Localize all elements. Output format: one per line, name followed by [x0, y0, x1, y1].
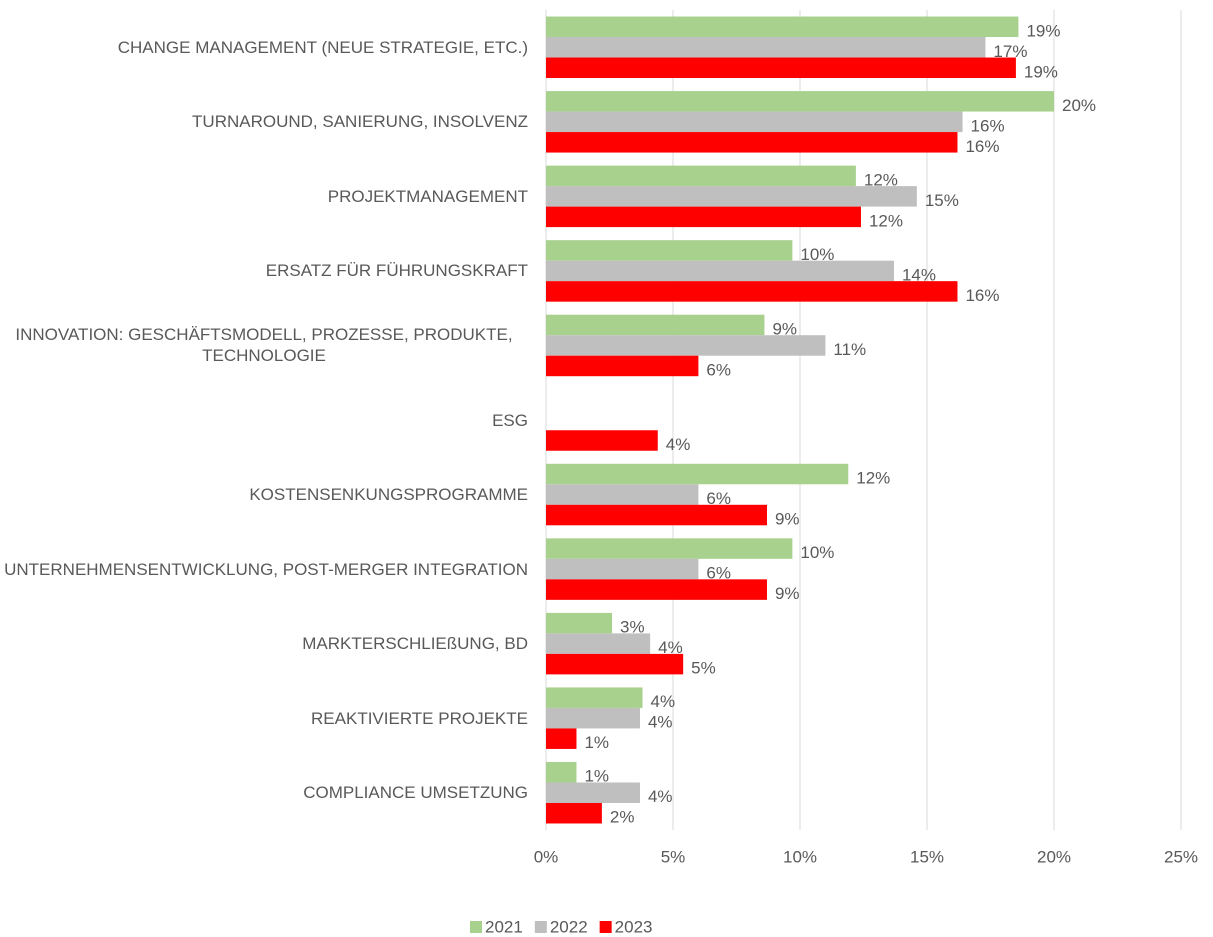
data-label: 12% — [864, 170, 898, 189]
category-text: UNTERNEHMENSENTWICKLUNG, POST-MERGER INT… — [4, 559, 528, 579]
bar — [546, 728, 577, 749]
category-text: INNOVATION: GESCHÄFTSMODELL, PROZESSE, P… — [15, 325, 513, 366]
bar — [546, 37, 986, 58]
bar — [546, 463, 849, 485]
bar — [546, 57, 1016, 79]
bar — [546, 111, 963, 133]
bar — [546, 281, 958, 302]
data-label: 17% — [993, 42, 1027, 61]
bar — [546, 687, 643, 708]
category-text: PROJEKTMANAGEMENT — [327, 186, 528, 206]
bar — [546, 335, 826, 356]
legend-swatch — [534, 921, 547, 933]
data-label: 9% — [775, 510, 800, 529]
legend-label: 2021 — [485, 917, 523, 936]
category-label: KOSTENSENKUNGSPROGRAMME — [0, 484, 528, 505]
bar — [546, 186, 917, 207]
bar — [546, 91, 1054, 112]
category-text: ERSATZ FÜR FÜHRUNGSKRAFT — [265, 261, 528, 281]
data-label: 12% — [856, 469, 890, 488]
data-label: 6% — [706, 489, 731, 508]
bar — [546, 782, 640, 803]
data-label: 4% — [651, 692, 676, 711]
category-text: CHANGE MANAGEMENT (NEUE STRATEGIE, ETC.) — [117, 37, 528, 57]
data-label: 1% — [584, 733, 609, 752]
data-label: 14% — [902, 265, 936, 284]
bar — [546, 260, 894, 282]
bar — [546, 314, 765, 336]
x-tick-label: 0% — [534, 847, 559, 866]
data-label: 9% — [775, 584, 800, 603]
bar — [546, 16, 1019, 38]
data-label: 3% — [620, 618, 645, 637]
data-label: 19% — [1026, 21, 1060, 40]
data-label: 4% — [648, 787, 673, 806]
category-label: INNOVATION: GESCHÄFTSMODELL, PROZESSE, P… — [0, 324, 528, 366]
bar — [546, 653, 684, 675]
category-label: TURNAROUND, SANIERUNG, INSOLVENZ — [0, 111, 528, 132]
data-label: 2% — [610, 808, 635, 827]
bar — [546, 484, 699, 505]
category-text: ESG — [492, 410, 528, 430]
bar — [546, 633, 651, 654]
data-label: 11% — [833, 340, 866, 359]
data-label: 6% — [706, 360, 731, 379]
bar — [546, 206, 861, 228]
data-label: 9% — [772, 319, 797, 338]
legend-label: 2023 — [615, 917, 653, 936]
category-text: TURNAROUND, SANIERUNG, INSOLVENZ — [192, 112, 528, 132]
category-label: ERSATZ FÜR FÜHRUNGSKRAFT — [0, 260, 528, 281]
bar — [546, 430, 658, 451]
bar — [546, 579, 767, 600]
bar — [546, 707, 640, 729]
legend-label: 2022 — [550, 917, 588, 936]
bar — [546, 558, 699, 580]
category-label: MARKTERSCHLIEßUNG, BD — [0, 633, 528, 654]
legend-swatch — [470, 921, 482, 933]
data-label: 16% — [965, 137, 999, 156]
data-label: 4% — [648, 713, 673, 732]
data-label: 5% — [691, 659, 716, 678]
legend-swatch — [599, 921, 612, 933]
x-tick-label: 25% — [1164, 847, 1198, 866]
bar — [546, 132, 958, 153]
x-tick-label: 20% — [1037, 847, 1071, 866]
bar — [546, 165, 856, 187]
bar — [546, 761, 577, 783]
data-label: 16% — [965, 286, 999, 305]
bar — [546, 355, 699, 377]
x-tick-label: 15% — [910, 847, 944, 866]
category-label: CHANGE MANAGEMENT (NEUE STRATEGIE, ETC.) — [0, 37, 528, 58]
bar — [546, 504, 767, 526]
data-label: 16% — [971, 116, 1005, 135]
bar — [546, 802, 602, 824]
data-label: 1% — [584, 767, 609, 786]
data-label: 4% — [658, 638, 683, 657]
data-label: 4% — [666, 435, 691, 454]
data-label: 10% — [800, 245, 834, 264]
data-label: 6% — [706, 564, 731, 583]
bar — [546, 612, 613, 634]
x-tick-label: 5% — [661, 847, 686, 866]
category-text: COMPLIANCE UMSETZUNG — [303, 783, 528, 803]
data-label: 15% — [925, 191, 959, 210]
data-label: 12% — [869, 211, 903, 230]
bar — [546, 538, 793, 559]
category-label: UNTERNEHMENSENTWICKLUNG, POST-MERGER INT… — [0, 559, 528, 580]
category-text: KOSTENSENKUNGSPROGRAMME — [249, 485, 528, 505]
data-label: 10% — [800, 543, 834, 562]
data-label: 19% — [1024, 62, 1058, 81]
bar — [546, 240, 793, 261]
category-label: ESG — [0, 410, 528, 431]
data-label: 20% — [1062, 96, 1096, 115]
category-label: PROJEKTMANAGEMENT — [0, 186, 528, 207]
category-text: REAKTIVIERTE PROJEKTE — [311, 708, 528, 728]
category-text: MARKTERSCHLIEßUNG, BD — [302, 634, 528, 654]
category-label: REAKTIVIERTE PROJEKTE — [0, 708, 528, 729]
x-tick-label: 10% — [783, 847, 817, 866]
category-label: COMPLIANCE UMSETZUNG — [0, 782, 528, 803]
